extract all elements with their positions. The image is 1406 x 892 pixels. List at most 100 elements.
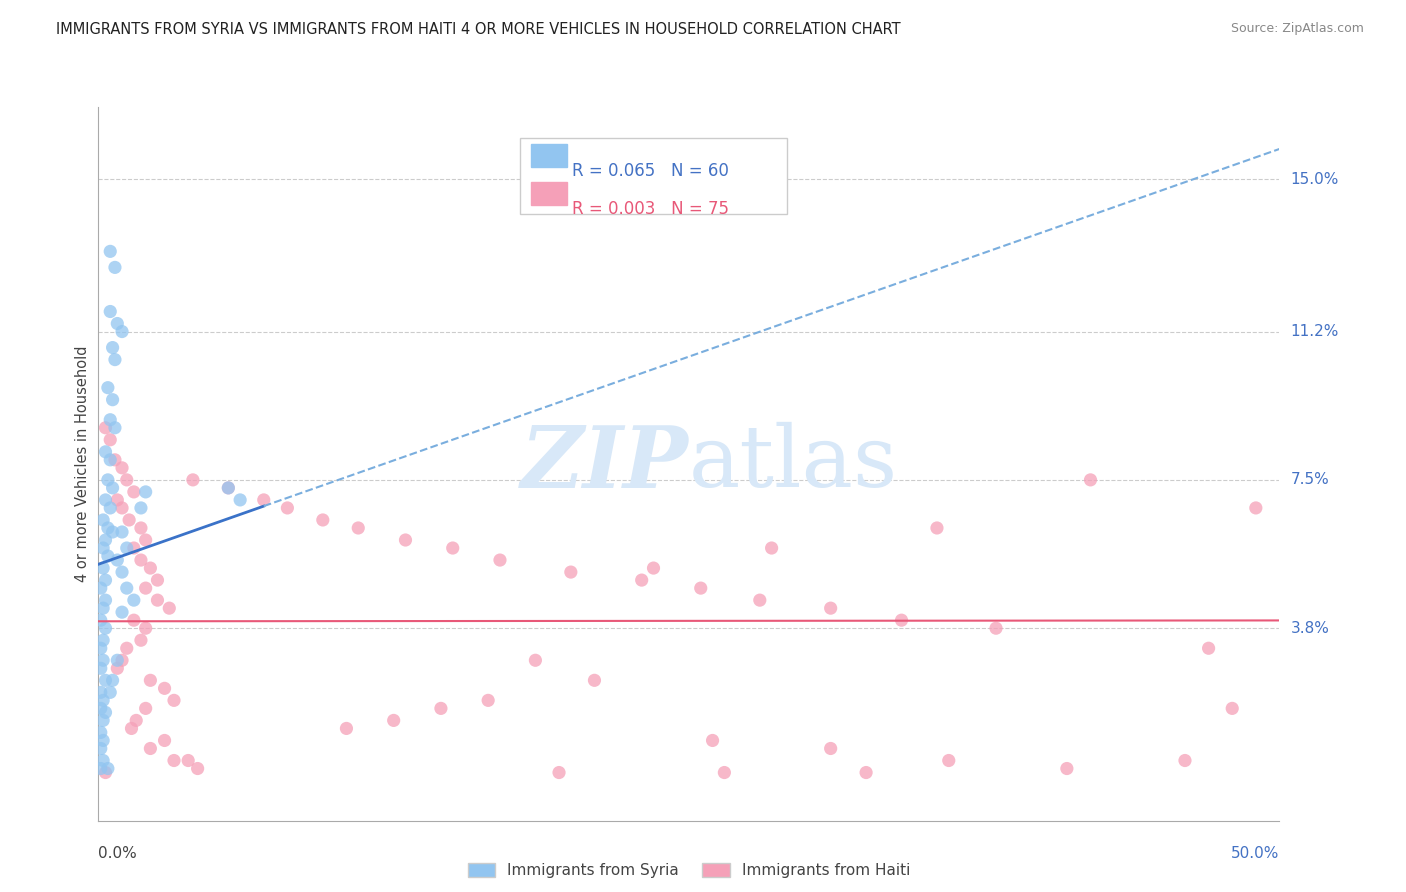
Point xyxy=(583,673,606,688)
Y-axis label: 4 or more Vehicles in Household: 4 or more Vehicles in Household xyxy=(75,345,90,582)
Point xyxy=(90,613,112,627)
Point xyxy=(938,754,960,768)
Point xyxy=(104,421,127,435)
Point xyxy=(135,484,157,499)
Point xyxy=(97,549,120,563)
Point xyxy=(90,581,112,595)
Point xyxy=(560,565,582,579)
Point xyxy=(105,661,128,675)
Point xyxy=(984,621,1007,635)
Point xyxy=(94,765,117,780)
Point xyxy=(91,653,114,667)
Point xyxy=(217,481,239,495)
Point xyxy=(90,701,112,715)
Point xyxy=(91,714,114,728)
Point xyxy=(104,260,127,275)
Point xyxy=(94,533,117,547)
Point xyxy=(91,693,114,707)
Point xyxy=(129,553,152,567)
Point xyxy=(1198,641,1220,656)
Point xyxy=(312,513,335,527)
Point xyxy=(925,521,948,535)
Point xyxy=(111,524,134,539)
Text: R = 0.065   N = 60: R = 0.065 N = 60 xyxy=(572,161,730,180)
Point xyxy=(761,541,783,555)
Point xyxy=(153,681,176,696)
Point xyxy=(91,754,114,768)
Point xyxy=(129,521,152,535)
Point xyxy=(105,492,128,507)
Point xyxy=(111,460,134,475)
Text: 50.0%: 50.0% xyxy=(1232,846,1279,861)
Point xyxy=(1220,701,1243,715)
Point xyxy=(122,541,145,555)
Point xyxy=(820,601,842,615)
Text: ZIP: ZIP xyxy=(522,422,689,506)
Point xyxy=(163,693,186,707)
Point xyxy=(101,392,124,407)
Point xyxy=(121,722,143,736)
Point xyxy=(394,533,416,547)
Text: 15.0%: 15.0% xyxy=(1291,171,1339,186)
Point xyxy=(122,484,145,499)
Point xyxy=(129,633,152,648)
Point xyxy=(135,581,157,595)
Point xyxy=(890,613,912,627)
Point xyxy=(1362,621,1385,635)
Point xyxy=(90,661,112,675)
Point xyxy=(135,701,157,715)
Point xyxy=(135,533,157,547)
Point xyxy=(91,601,114,615)
Point xyxy=(111,653,134,667)
Point xyxy=(135,621,157,635)
Point xyxy=(187,762,209,776)
Point xyxy=(91,561,114,575)
Point xyxy=(90,685,112,699)
Point xyxy=(139,741,162,756)
Point xyxy=(101,524,124,539)
Point xyxy=(101,481,124,495)
Point xyxy=(90,641,112,656)
Point xyxy=(90,762,112,776)
Point xyxy=(94,445,117,459)
Point xyxy=(702,733,724,747)
Point xyxy=(98,433,121,447)
Text: IMMIGRANTS FROM SYRIA VS IMMIGRANTS FROM HAITI 4 OR MORE VEHICLES IN HOUSEHOLD C: IMMIGRANTS FROM SYRIA VS IMMIGRANTS FROM… xyxy=(56,22,901,37)
Point xyxy=(98,244,121,259)
Point xyxy=(111,325,134,339)
Point xyxy=(430,701,453,715)
Point xyxy=(1292,524,1315,539)
Point xyxy=(98,453,121,467)
Point xyxy=(125,714,148,728)
Point xyxy=(643,561,665,575)
Point xyxy=(104,453,127,467)
Point xyxy=(111,565,134,579)
Point xyxy=(115,541,138,555)
Point xyxy=(111,605,134,619)
Point xyxy=(1174,754,1197,768)
Point xyxy=(91,633,114,648)
Point xyxy=(689,581,711,595)
Point xyxy=(477,693,499,707)
Point xyxy=(146,573,169,587)
Point xyxy=(181,473,204,487)
Point xyxy=(713,765,735,780)
Point xyxy=(441,541,464,555)
Point xyxy=(548,765,571,780)
Point xyxy=(335,722,357,736)
Point xyxy=(276,500,298,515)
Point xyxy=(115,641,138,656)
Point xyxy=(91,513,114,527)
Point xyxy=(98,413,121,427)
Point xyxy=(94,593,117,607)
Point xyxy=(98,500,121,515)
Point xyxy=(139,673,162,688)
Point xyxy=(347,521,370,535)
Point xyxy=(101,673,124,688)
Point xyxy=(489,553,512,567)
Point xyxy=(97,521,120,535)
Point xyxy=(94,492,117,507)
Point xyxy=(91,541,114,555)
Point xyxy=(157,601,180,615)
Point xyxy=(105,553,128,567)
